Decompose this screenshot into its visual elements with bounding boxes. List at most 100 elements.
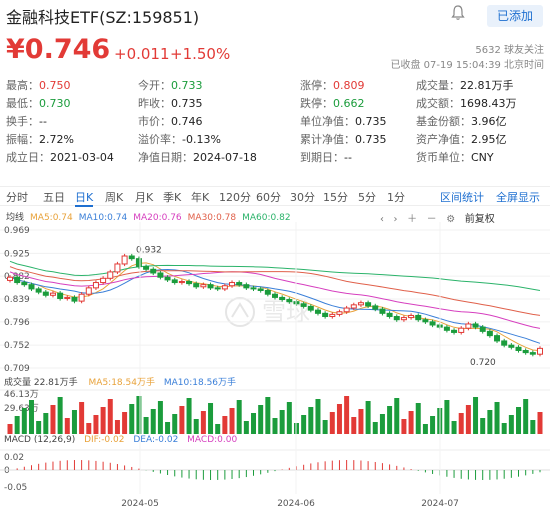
candle-body: [42, 291, 49, 296]
candle: [21, 280, 28, 287]
candle-body: [357, 302, 364, 306]
volume-bar: [336, 404, 342, 434]
stat-value: 0.750: [39, 79, 71, 92]
macd-tick: 0: [4, 466, 10, 476]
stat-label: 昨收：: [138, 97, 171, 110]
candle-body: [49, 292, 56, 296]
tab-0[interactable]: 分时: [6, 191, 28, 204]
adjust-mode[interactable]: 前复权: [464, 214, 495, 225]
candle: [379, 306, 386, 316]
chevron-right-icon[interactable]: ›: [393, 214, 398, 225]
tab-5[interactable]: 季K: [163, 191, 182, 204]
candle-body: [157, 272, 164, 278]
stat-label: 溢价率：: [138, 133, 182, 146]
candle: [121, 253, 128, 267]
ma-line: [9, 268, 541, 344]
fullscreen-link[interactable]: 全屏显示: [496, 191, 540, 204]
tab-3[interactable]: 周K: [105, 191, 124, 204]
candle-body: [236, 282, 243, 286]
candle-body: [186, 280, 193, 285]
candle: [250, 285, 257, 292]
candle-body: [100, 277, 107, 284]
volume-bar: [222, 416, 228, 434]
candle: [537, 346, 543, 357]
macd-dif: DIF:-0.02: [84, 435, 125, 445]
candle: [501, 338, 508, 348]
volume-bar: [208, 403, 214, 434]
tab-6[interactable]: 年K: [191, 191, 210, 204]
stat-label: 成交量：: [416, 79, 460, 92]
candle-body: [85, 287, 92, 295]
follow-button[interactable]: 已添加: [487, 5, 543, 27]
tab-9[interactable]: 30分: [290, 191, 315, 204]
candle: [114, 261, 121, 275]
candle: [465, 321, 472, 331]
candle-body: [508, 344, 515, 348]
zoom-out-icon[interactable]: －: [426, 214, 437, 225]
candle: [357, 300, 364, 307]
ma-line: [9, 266, 541, 316]
stat-cell: 溢价率：-0.13%: [138, 131, 221, 149]
candle: [336, 309, 343, 317]
tab-10[interactable]: 15分: [323, 191, 348, 204]
gear-icon[interactable]: ⚙: [446, 214, 456, 225]
stat-label: 单位净值：: [300, 115, 355, 128]
stat-value: --: [344, 151, 352, 164]
volume-bar: [315, 399, 321, 434]
vol-tick: 29.63万: [4, 404, 39, 414]
tab-11[interactable]: 5分: [358, 191, 376, 204]
zoom-in-icon[interactable]: ＋: [407, 214, 418, 225]
volume-bar: [43, 413, 49, 434]
range-stats-link[interactable]: 区间统计: [440, 191, 484, 204]
chevron-left-icon[interactable]: ‹: [380, 214, 384, 225]
tab-4[interactable]: 月K: [135, 191, 154, 204]
volume-bar: [279, 410, 285, 434]
volume-bar: [150, 409, 156, 434]
volume-bar: [401, 419, 407, 434]
stat-cell: 成交额：1698.43万: [416, 95, 517, 113]
candle-body: [135, 258, 142, 268]
stat-label: 跌停：: [300, 97, 333, 110]
ma-value: MA10:0.74: [78, 213, 128, 223]
candle-body: [250, 287, 257, 290]
candle: [286, 297, 293, 304]
macd-tick: 0.02: [4, 453, 24, 463]
volume-bar: [186, 398, 192, 434]
volume-bar: [79, 402, 85, 434]
ma-value: MA60:0.82: [242, 213, 291, 223]
candle-body: [494, 335, 501, 342]
candle-body: [221, 285, 228, 290]
candle: [408, 313, 415, 320]
candle-body: [272, 293, 278, 298]
tab-8[interactable]: 60分: [256, 191, 281, 204]
candle-body: [21, 282, 28, 286]
stat-label: 到期日：: [300, 151, 344, 164]
candle-body: [78, 293, 85, 302]
tab-7[interactable]: 120分: [219, 191, 251, 204]
tab-12[interactable]: 1分: [387, 191, 405, 204]
volume-bar: [200, 411, 206, 434]
bell-icon[interactable]: [449, 4, 467, 22]
candle: [128, 253, 135, 261]
stat-cell: 累计净值：0.735: [300, 131, 387, 149]
volume-bar: [236, 400, 242, 434]
candle: [494, 333, 501, 344]
candle: [486, 329, 493, 338]
stat-value: 0.746: [171, 115, 203, 128]
candle: [49, 291, 56, 298]
stat-cell: 成立日：2021-03-04: [6, 149, 114, 167]
tab-1[interactable]: 五日: [43, 191, 65, 204]
volume-bar: [193, 419, 199, 434]
candle: [236, 280, 243, 287]
tab-2[interactable]: 日K: [75, 189, 94, 207]
stat-cell: 资产净值：2.95亿: [416, 131, 507, 149]
candle: [135, 256, 142, 269]
candle: [64, 295, 71, 301]
candle: [171, 277, 178, 285]
stats-row: 最低：0.730 昨收：0.735 跌停：0.662 成交额：1698.43万: [6, 95, 550, 113]
volume-bar: [100, 407, 106, 434]
candle: [522, 348, 529, 355]
candle-body: [307, 305, 314, 311]
candle-body: [329, 313, 336, 318]
